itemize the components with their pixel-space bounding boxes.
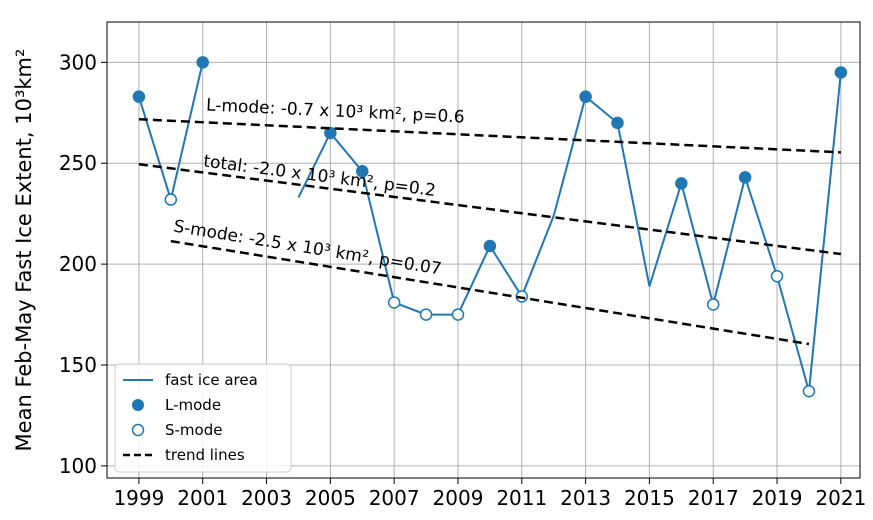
- y-tick-label: 150: [59, 353, 97, 377]
- s-mode-point: [706, 298, 720, 311]
- x-tick-label: 2021: [815, 486, 866, 510]
- legend-box: [114, 363, 292, 473]
- x-tick-label: 2003: [241, 486, 292, 510]
- x-tick-label: 2011: [496, 486, 547, 510]
- legend-swatch: [131, 423, 145, 437]
- y-tick-label: 250: [59, 151, 97, 175]
- l-mode-point: [834, 66, 848, 79]
- trend-line: [138, 163, 842, 256]
- trend-line: [170, 239, 810, 346]
- y-tick-label: 300: [59, 50, 97, 74]
- s-mode-point: [164, 193, 178, 206]
- l-mode-point: [356, 165, 369, 178]
- legend-label: S-mode: [165, 421, 222, 439]
- l-mode-point: [483, 239, 497, 253]
- legend-label: L-mode: [165, 396, 221, 414]
- l-mode-point: [196, 56, 209, 69]
- trend-line: [138, 118, 841, 154]
- l-mode-point: [324, 126, 337, 140]
- legend-swatch: [132, 399, 144, 411]
- x-tick-label: 2019: [752, 486, 803, 510]
- y-tick-label: 200: [59, 252, 97, 276]
- x-tick-label: 1999: [113, 486, 164, 510]
- s-mode-point: [387, 296, 401, 309]
- l-mode-point: [579, 90, 592, 103]
- x-tick-label: 2015: [624, 486, 675, 510]
- x-tick-label: 2009: [433, 486, 484, 510]
- y-tick-label: 100: [59, 454, 97, 478]
- x-tick-label: 2007: [369, 486, 420, 510]
- trend-annotation: L-mode: -0.7 x 10³ km², p=0.6: [206, 95, 465, 127]
- y-axis-label: Mean Feb-May Fast Ice Extent, 10³km²: [12, 49, 36, 452]
- x-tick-label: 2001: [177, 486, 228, 510]
- l-mode-point: [675, 177, 688, 190]
- x-tick-label: 2005: [305, 486, 356, 510]
- legend-label: fast ice area: [165, 371, 258, 389]
- legend-label: trend lines: [165, 446, 245, 464]
- plot-frame: [106, 21, 861, 479]
- s-mode-point: [451, 308, 465, 321]
- s-mode-point: [770, 269, 784, 283]
- l-mode-point: [738, 171, 752, 184]
- x-tick-label: 2017: [688, 486, 739, 510]
- s-mode-point: [419, 308, 433, 321]
- x-tick-label: 2013: [560, 486, 611, 510]
- s-mode-point: [802, 384, 816, 398]
- l-mode-point: [132, 90, 146, 103]
- l-mode-point: [611, 116, 624, 130]
